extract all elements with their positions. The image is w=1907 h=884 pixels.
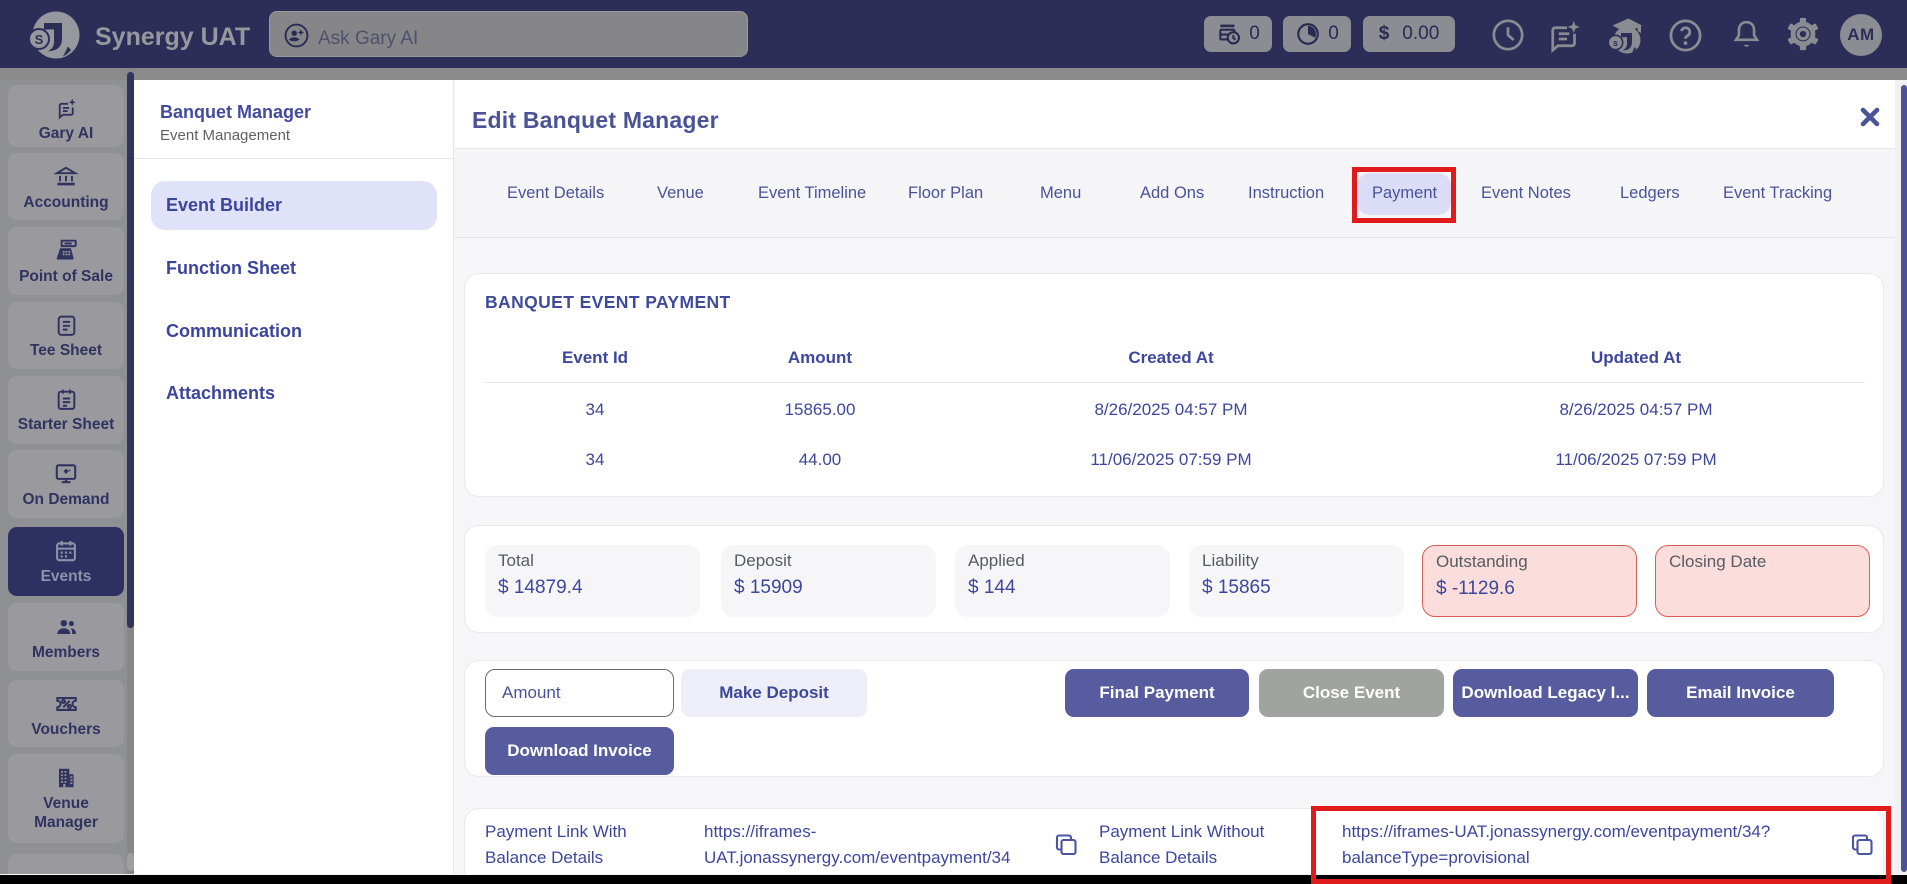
svg-text:s: s (1613, 38, 1618, 48)
svg-text:S: S (35, 32, 44, 47)
